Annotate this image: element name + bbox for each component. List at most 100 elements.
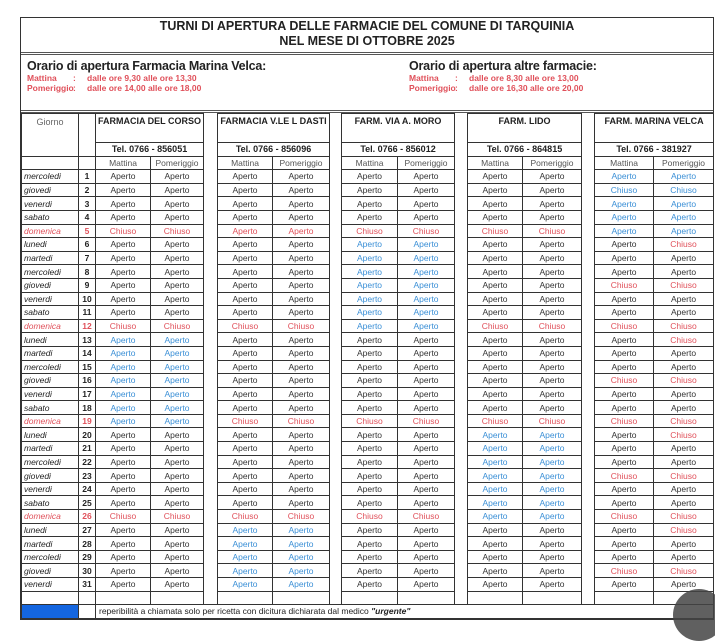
status-cell: Aperto (341, 182, 399, 198)
column-gap (329, 550, 343, 564)
status-cell: Aperto (467, 169, 524, 184)
table-row: martedi 14 Aperto Aperto Aperto Aperto Aperto A… (21, 345, 715, 361)
table-row: venerdi 10 Aperto Aperto Aperto Aperto Aperto A… (21, 291, 715, 307)
column-gap (581, 563, 596, 578)
pharmacy-phone: Tel. 0766 - 856096 (217, 142, 331, 157)
status-cell: Aperto (594, 495, 655, 511)
status-cell: Aperto (217, 454, 274, 470)
table-row: lunedi 13 Aperto Aperto Aperto Aperto Aperto Ap… (21, 332, 715, 347)
status-cell: Aperto (397, 332, 456, 347)
column-gap (329, 455, 343, 469)
legend-text: reperibilità a chiamata solo per ricetta… (99, 606, 372, 617)
column-gap (203, 278, 219, 293)
floating-action-button[interactable] (673, 588, 715, 641)
status-cell: Aperto (594, 400, 655, 415)
status-cell: Aperto (397, 427, 456, 443)
column-gap (203, 495, 219, 510)
status-cell: Aperto (467, 182, 524, 198)
status-cell: Aperto (149, 481, 205, 497)
status-cell: Aperto (594, 305, 655, 320)
status-cell: Chiuso (272, 509, 331, 524)
status-cell: Aperto (653, 209, 715, 225)
status-cell: Aperto (95, 291, 151, 307)
status-cell: Aperto (272, 264, 331, 279)
status-cell: Aperto (467, 495, 524, 511)
status-cell: Aperto (522, 577, 583, 592)
column-gap (454, 441, 469, 456)
column-gap (329, 183, 343, 197)
day-number: 28 (78, 536, 96, 551)
column-gap (581, 210, 596, 225)
status-cell: Aperto (397, 196, 456, 211)
table-row: mercoledi 1 Aperto Aperto Aperto Aperto Aperto… (21, 169, 715, 184)
status-cell: Aperto (217, 386, 274, 402)
status-cell: Aperto (272, 223, 331, 239)
column-gap (329, 427, 343, 442)
day-number: 26 (78, 509, 96, 524)
column-gap (203, 536, 219, 551)
status-cell: Aperto (397, 264, 456, 279)
column-gap (581, 142, 596, 157)
day-number: 9 (78, 277, 96, 293)
column-gap (581, 550, 596, 564)
status-cell: Aperto (467, 468, 524, 483)
status-cell: Chiuso (95, 509, 151, 524)
status-cell: Aperto (272, 563, 331, 578)
column-gap (329, 563, 343, 578)
status-cell: Aperto (522, 509, 583, 524)
column-gap (581, 224, 596, 238)
document-title: TURNI DI APERTURA DELLE FARMACIE DEL COM… (21, 18, 713, 55)
status-cell: Aperto (95, 563, 151, 578)
status-cell: Aperto (522, 237, 583, 252)
status-cell: Aperto (272, 332, 331, 347)
column-gap (203, 509, 219, 524)
column-gap (454, 319, 469, 333)
status-cell: Aperto (272, 169, 331, 184)
day-number: 19 (78, 413, 96, 429)
status-cell: Aperto (95, 413, 151, 429)
column-gap (454, 523, 469, 537)
status-cell: Aperto (467, 250, 524, 266)
status-cell: Chiuso (653, 522, 715, 538)
column-gap (581, 346, 596, 360)
status-cell: Aperto (522, 250, 583, 266)
status-cell: Aperto (653, 549, 715, 565)
status-cell: Aperto (594, 264, 655, 279)
blank-cell (341, 590, 399, 606)
status-cell: Aperto (467, 386, 524, 402)
column-gap (329, 264, 343, 279)
status-cell: Aperto (522, 481, 583, 497)
status-cell: Aperto (397, 468, 456, 483)
status-cell: Aperto (653, 250, 715, 266)
column-gap (329, 360, 343, 374)
status-cell: Aperto (341, 454, 399, 470)
status-cell: Aperto (217, 373, 274, 388)
status-cell: Chiuso (341, 413, 399, 429)
status-cell: Aperto (397, 522, 456, 538)
shift-label-row: Mattina Pomeriggio Mattina Pomeriggio Mattin… (21, 155, 715, 171)
blank-cell (203, 591, 219, 605)
column-gap (203, 196, 219, 211)
column-gap (454, 196, 469, 211)
status-cell: Aperto (217, 332, 274, 347)
status-cell: Aperto (522, 305, 583, 320)
column-gap (203, 113, 219, 143)
status-cell: Aperto (341, 305, 399, 320)
status-cell: Aperto (272, 536, 331, 551)
column-gap (454, 509, 469, 524)
column-gap (581, 523, 596, 537)
status-cell: Aperto (95, 237, 151, 252)
column-gap (454, 251, 469, 265)
day-name: domenica (21, 318, 79, 334)
status-cell: Aperto (149, 332, 205, 347)
column-gap (329, 210, 343, 225)
table-row: mercoledi 22 Aperto Aperto Aperto Aperto Apert… (21, 454, 715, 470)
status-cell: Aperto (149, 454, 205, 470)
afternoon-header: Pomeriggio (397, 155, 456, 171)
column-gap (203, 373, 219, 388)
status-cell: Aperto (397, 182, 456, 198)
status-cell: Aperto (341, 536, 399, 551)
status-cell: Chiuso (653, 332, 715, 347)
status-cell: Aperto (594, 536, 655, 551)
status-cell: Chiuso (397, 413, 456, 429)
